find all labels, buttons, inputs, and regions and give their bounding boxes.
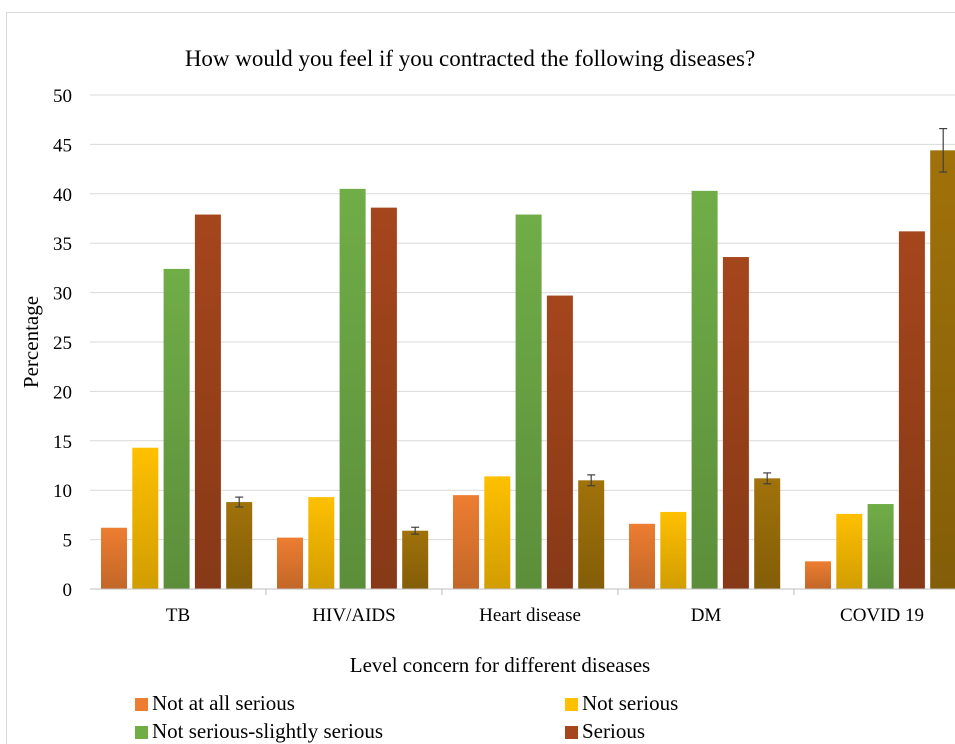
bar: [101, 527, 127, 589]
bar: [898, 231, 925, 589]
bar: [453, 495, 479, 589]
legend-label: Serious: [582, 719, 645, 743]
y-tick-label: 15: [53, 432, 72, 453]
bar: [660, 511, 687, 589]
y-tick-label: 5: [63, 531, 73, 552]
y-tick-label: 10: [53, 481, 72, 502]
legend-label: Not at all serious: [152, 691, 295, 715]
bar: [754, 478, 781, 589]
bar: [132, 447, 159, 589]
bar: [722, 257, 749, 589]
y-tick-label: 30: [53, 284, 72, 305]
bars: [101, 150, 955, 590]
x-tick-label: TB: [166, 605, 190, 626]
bar: [805, 561, 831, 589]
y-tick-label: 35: [53, 234, 72, 255]
bar: [691, 190, 718, 589]
bar: [277, 537, 303, 589]
bar: [339, 188, 366, 590]
y-tick-label: 50: [53, 86, 72, 107]
y-tick-label: 45: [53, 135, 72, 156]
bar: [370, 207, 397, 589]
bar: [629, 523, 655, 589]
legend-label: Not serious: [582, 691, 678, 715]
y-tick-label: 20: [53, 382, 72, 403]
bar: [836, 513, 863, 589]
bar: [402, 530, 429, 589]
bar: [578, 480, 605, 589]
legend-swatch: [565, 698, 578, 711]
bar: [226, 502, 253, 589]
x-tick-label: COVID 19: [840, 605, 924, 626]
legend-swatch: [135, 698, 148, 711]
bar: [546, 295, 573, 589]
x-tick-label: DM: [691, 605, 722, 626]
y-tick-label: 0: [63, 580, 73, 601]
bar: [867, 504, 894, 589]
legend-swatch: [135, 726, 148, 739]
legend-label: Not serious-slightly serious: [152, 719, 383, 743]
y-axis-ticks: 0 5 10 15 20 25 30 35 40 45 50: [53, 86, 72, 601]
bar: [194, 214, 221, 589]
x-axis-title: Level concern for different diseases: [350, 653, 650, 677]
x-axis-ticks: TB HIV/AIDS Heart disease DM COVID 19: [90, 588, 955, 626]
error-bars: [235, 127, 948, 535]
y-tick-label: 25: [53, 333, 72, 354]
x-tick-label: HIV/AIDS: [312, 605, 395, 626]
bar: [163, 268, 190, 589]
chart-frame: [6, 12, 955, 744]
y-axis-title: Percentage: [19, 296, 43, 388]
legend-swatch: [565, 726, 578, 739]
legend: Not at all serious Not serious Not serious…: [135, 691, 678, 743]
bar: [308, 497, 335, 589]
x-tick-label: Heart disease: [479, 605, 581, 626]
bar: [484, 476, 511, 589]
y-tick-label: 40: [53, 185, 72, 206]
bar: [930, 150, 955, 589]
bar: [515, 214, 542, 589]
chart-title: How would you feel if you contracted the…: [185, 46, 755, 71]
